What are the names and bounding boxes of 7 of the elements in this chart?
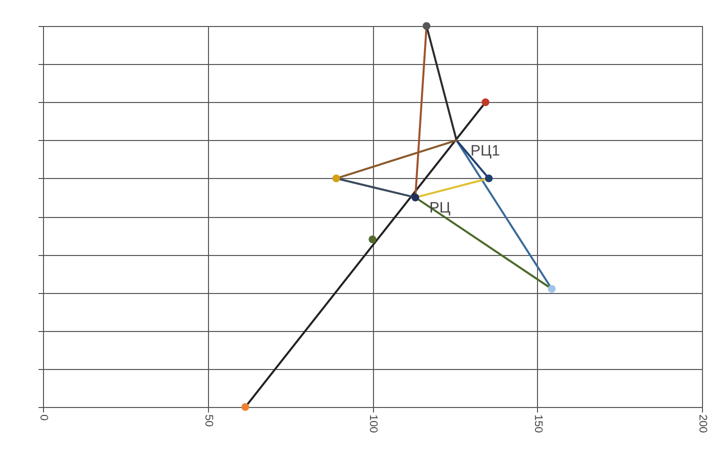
x-tick-label: 50 [202, 414, 214, 427]
annotation: РЦ [429, 199, 450, 216]
x-tick-label: 200 [696, 414, 708, 433]
x-tick-label: 100 [367, 414, 379, 433]
x-tick-label: 150 [532, 414, 544, 433]
annotation: РЦ1 [470, 142, 500, 160]
x-tick-label: 0 [38, 414, 50, 421]
